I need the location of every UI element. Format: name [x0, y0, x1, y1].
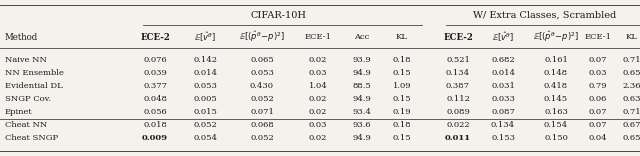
Text: 88.5: 88.5 — [353, 82, 371, 90]
Text: 0.161: 0.161 — [544, 56, 568, 64]
Text: 2.36: 2.36 — [623, 82, 640, 90]
Text: 0.03: 0.03 — [589, 69, 607, 77]
Text: 93.4: 93.4 — [353, 108, 371, 116]
Text: 0.150: 0.150 — [544, 134, 568, 142]
Text: 0.053: 0.053 — [250, 69, 274, 77]
Text: 0.014: 0.014 — [491, 69, 515, 77]
Text: 0.71: 0.71 — [623, 108, 640, 116]
Text: 1.04: 1.04 — [308, 82, 328, 90]
Text: 0.048: 0.048 — [143, 95, 167, 103]
Text: 0.15: 0.15 — [393, 69, 412, 77]
Text: $\mathbb{E}[\hat{v}^\theta]$: $\mathbb{E}[\hat{v}^\theta]$ — [492, 30, 514, 44]
Text: 0.148: 0.148 — [544, 69, 568, 77]
Text: 0.682: 0.682 — [491, 56, 515, 64]
Text: 0.112: 0.112 — [446, 95, 470, 103]
Text: 0.154: 0.154 — [544, 121, 568, 129]
Text: 0.65: 0.65 — [623, 69, 640, 77]
Text: Cheat SNGP: Cheat SNGP — [5, 134, 58, 142]
Text: 0.07: 0.07 — [589, 56, 607, 64]
Text: 1.09: 1.09 — [393, 82, 412, 90]
Text: 0.087: 0.087 — [491, 108, 515, 116]
Text: 0.071: 0.071 — [250, 108, 274, 116]
Text: 93.9: 93.9 — [353, 56, 371, 64]
Text: 94.9: 94.9 — [353, 134, 371, 142]
Text: 0.06: 0.06 — [589, 95, 607, 103]
Text: 0.009: 0.009 — [142, 134, 168, 142]
Text: 0.71: 0.71 — [623, 56, 640, 64]
Text: 0.02: 0.02 — [309, 108, 327, 116]
Text: ECE-2: ECE-2 — [140, 32, 170, 41]
Text: 0.005: 0.005 — [193, 95, 217, 103]
Text: 0.18: 0.18 — [393, 56, 412, 64]
Text: 94.9: 94.9 — [353, 69, 371, 77]
Text: 0.018: 0.018 — [143, 121, 167, 129]
Text: 0.02: 0.02 — [309, 95, 327, 103]
Text: Method: Method — [5, 32, 38, 41]
Text: KL: KL — [396, 33, 408, 41]
Text: Cheat NN: Cheat NN — [5, 121, 47, 129]
Text: 0.068: 0.068 — [250, 121, 274, 129]
Text: Acc: Acc — [355, 33, 370, 41]
Text: 0.145: 0.145 — [544, 95, 568, 103]
Text: 0.014: 0.014 — [193, 69, 217, 77]
Text: 0.065: 0.065 — [250, 56, 274, 64]
Text: $\mathbb{E}[\hat{v}^\theta]$: $\mathbb{E}[\hat{v}^\theta]$ — [194, 30, 216, 44]
Text: 0.07: 0.07 — [589, 121, 607, 129]
Text: 0.521: 0.521 — [446, 56, 470, 64]
Text: 0.052: 0.052 — [250, 95, 274, 103]
Text: 0.03: 0.03 — [308, 69, 327, 77]
Text: ECE-1: ECE-1 — [305, 33, 332, 41]
Text: CIFAR-10H: CIFAR-10H — [250, 10, 307, 20]
Text: 0.022: 0.022 — [446, 121, 470, 129]
Text: 0.033: 0.033 — [491, 95, 515, 103]
Text: 0.015: 0.015 — [193, 108, 217, 116]
Text: 94.9: 94.9 — [353, 95, 371, 103]
Text: 0.056: 0.056 — [143, 108, 167, 116]
Text: 0.15: 0.15 — [393, 95, 412, 103]
Text: 0.02: 0.02 — [309, 134, 327, 142]
Text: 0.134: 0.134 — [446, 69, 470, 77]
Text: 0.15: 0.15 — [393, 134, 412, 142]
Text: 0.076: 0.076 — [143, 56, 167, 64]
Text: 0.79: 0.79 — [589, 82, 607, 90]
Text: 0.07: 0.07 — [589, 108, 607, 116]
Text: 0.377: 0.377 — [143, 82, 167, 90]
Text: Naive NN: Naive NN — [5, 56, 47, 64]
Text: 0.63: 0.63 — [623, 95, 640, 103]
Text: $\mathbb{E}[(\hat{p}^\theta\!-\!p)^2]$: $\mathbb{E}[(\hat{p}^\theta\!-\!p)^2]$ — [533, 30, 579, 44]
Text: Epinet: Epinet — [5, 108, 33, 116]
Text: SNGP Cov.: SNGP Cov. — [5, 95, 51, 103]
Text: ECE-1: ECE-1 — [584, 33, 611, 41]
Text: 0.054: 0.054 — [193, 134, 217, 142]
Text: 0.02: 0.02 — [309, 56, 327, 64]
Text: 0.031: 0.031 — [491, 82, 515, 90]
Text: 0.089: 0.089 — [446, 108, 470, 116]
Text: 0.134: 0.134 — [491, 121, 515, 129]
Text: 0.153: 0.153 — [491, 134, 515, 142]
Text: 0.04: 0.04 — [589, 134, 607, 142]
Text: 0.163: 0.163 — [544, 108, 568, 116]
Text: 0.03: 0.03 — [308, 121, 327, 129]
Text: 0.142: 0.142 — [193, 56, 217, 64]
Text: KL: KL — [626, 33, 638, 41]
Text: Evidential DL: Evidential DL — [5, 82, 63, 90]
Text: 93.6: 93.6 — [353, 121, 371, 129]
Text: 0.18: 0.18 — [393, 121, 412, 129]
Text: NN Ensemble: NN Ensemble — [5, 69, 64, 77]
Text: 0.039: 0.039 — [143, 69, 167, 77]
Text: ECE-2: ECE-2 — [443, 32, 473, 41]
Text: 0.011: 0.011 — [445, 134, 471, 142]
Text: 0.65: 0.65 — [623, 134, 640, 142]
Text: $\mathbb{E}[(\hat{p}^\theta\!-\!p)^2]$: $\mathbb{E}[(\hat{p}^\theta\!-\!p)^2]$ — [239, 30, 285, 44]
Text: 0.418: 0.418 — [544, 82, 568, 90]
Text: W/ Extra Classes, Scrambled: W/ Extra Classes, Scrambled — [474, 10, 616, 20]
Text: 0.19: 0.19 — [393, 108, 412, 116]
Text: 0.053: 0.053 — [193, 82, 217, 90]
Text: 0.67: 0.67 — [623, 121, 640, 129]
Text: 0.052: 0.052 — [250, 134, 274, 142]
Text: 0.430: 0.430 — [250, 82, 274, 90]
Text: 0.387: 0.387 — [446, 82, 470, 90]
Text: 0.052: 0.052 — [193, 121, 217, 129]
